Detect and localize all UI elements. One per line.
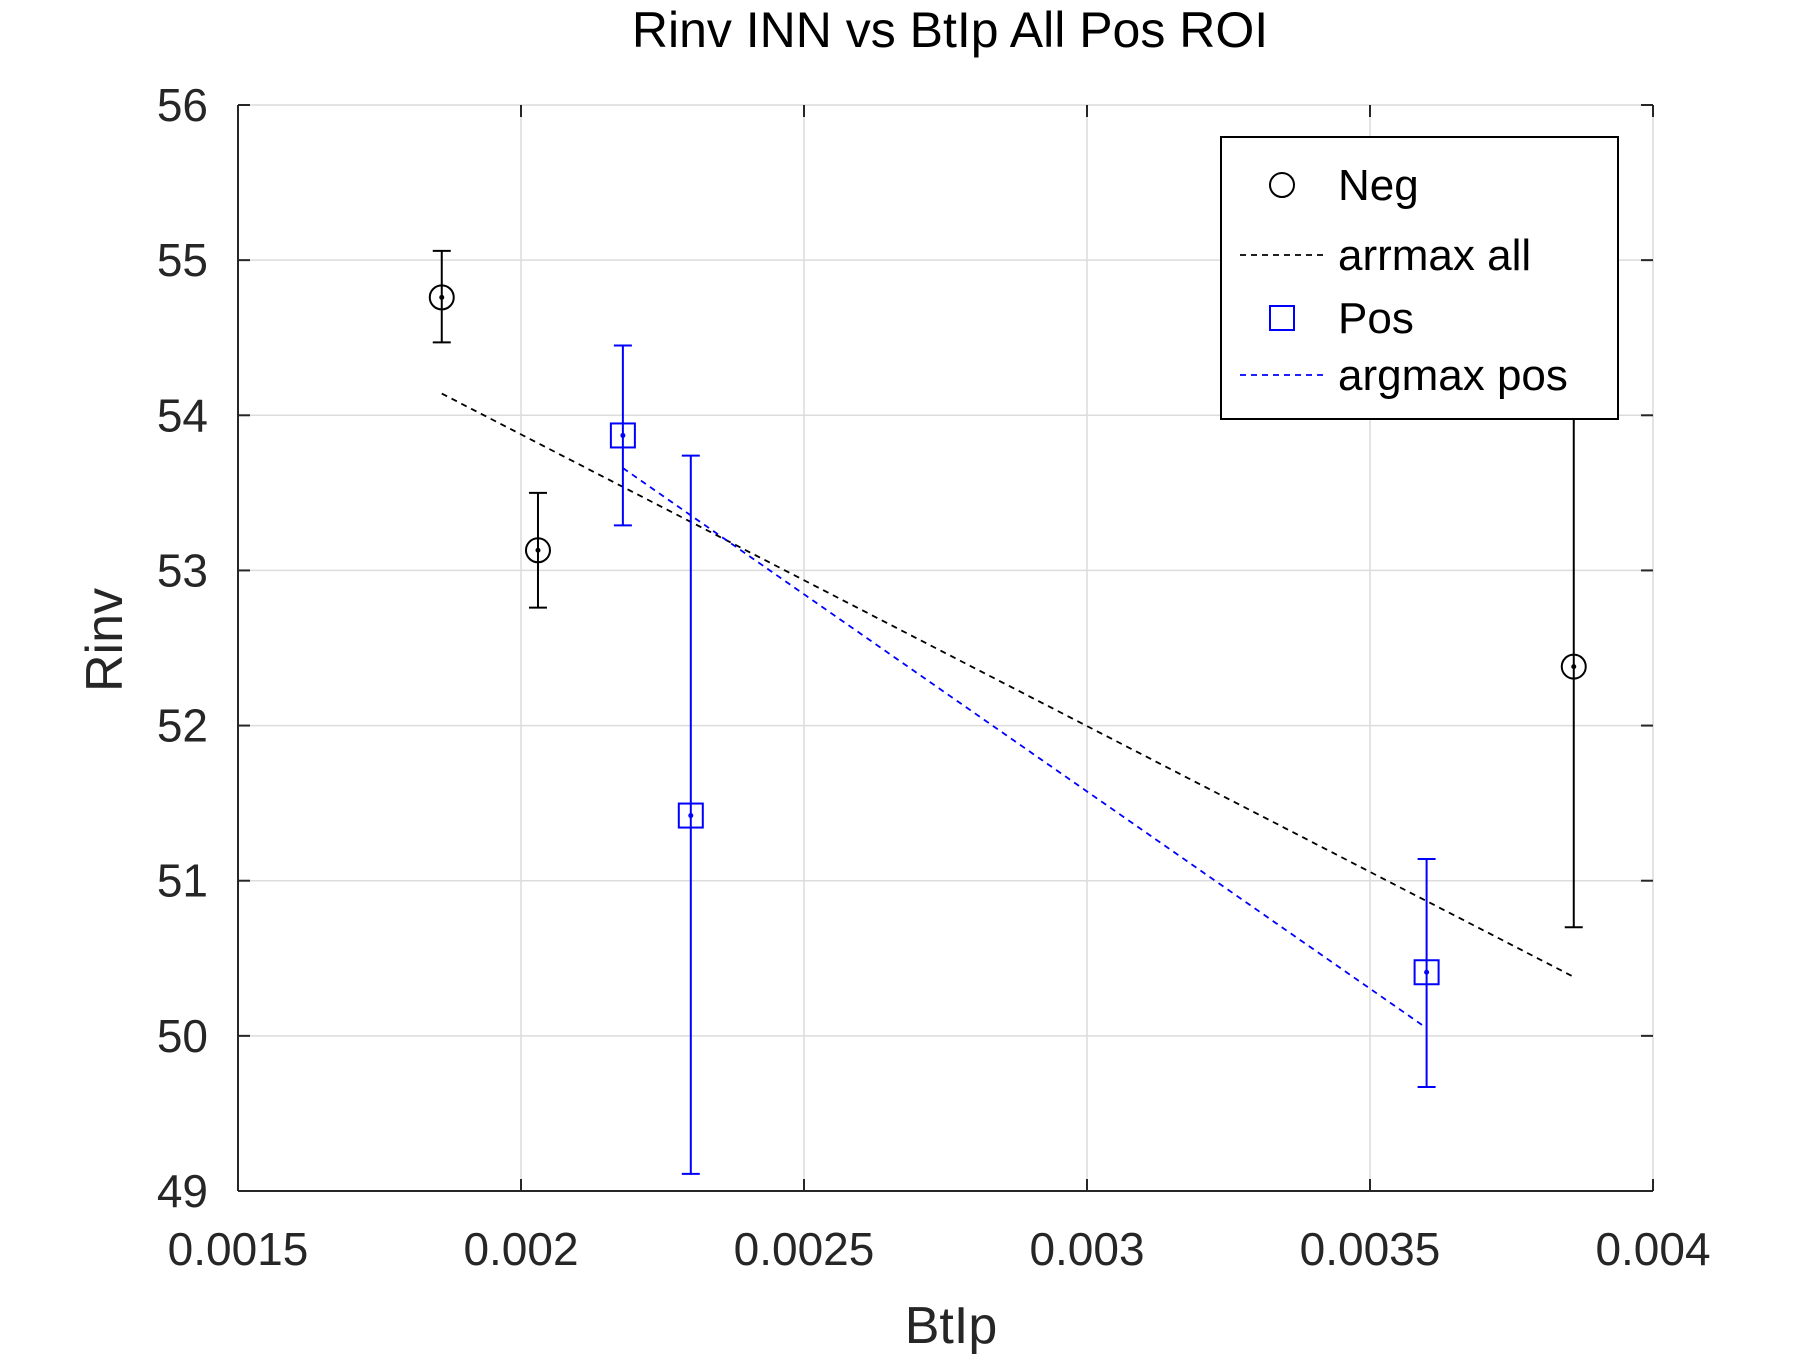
legend-item: arrmax all	[1240, 231, 1531, 280]
data-point-square	[609, 422, 636, 449]
plot-content	[428, 249, 1587, 1175]
legend-label: arrmax all	[1338, 231, 1531, 280]
chart-title: Rinv INN vs BtIp All Pos ROI	[632, 2, 1268, 58]
legend-label: argmax pos	[1338, 351, 1568, 400]
y-tick-label: 56	[157, 79, 208, 131]
legend-items: Neg arrmax all Pos argmax pos	[1240, 161, 1568, 400]
y-tick-label: 54	[157, 389, 208, 441]
y-tick-label: 55	[157, 234, 208, 286]
series-neg	[428, 249, 1587, 929]
trend-line	[441, 392, 1575, 978]
legend-label: Pos	[1338, 294, 1414, 343]
data-point-center	[439, 294, 445, 300]
x-ticks: 0.0015 0.002 0.0025 0.003 0.0035 0.004	[168, 105, 1711, 1275]
x-tick-label: 0.0035	[1300, 1223, 1441, 1275]
y-axis-label: Rinv	[76, 588, 134, 692]
data-point-center	[535, 547, 541, 553]
trend-line	[622, 467, 1428, 1029]
data-point-center	[688, 813, 694, 819]
data-point-circle	[524, 537, 551, 564]
y-tick-label: 52	[157, 700, 208, 752]
legend: Neg arrmax all Pos argmax pos	[1220, 136, 1619, 420]
legend-label: Neg	[1338, 161, 1419, 210]
data-point-center	[1571, 664, 1577, 670]
series-pos	[609, 344, 1440, 1175]
y-tick-label: 51	[157, 855, 208, 907]
x-tick-label: 0.004	[1595, 1223, 1710, 1275]
data-point-circle	[1560, 653, 1587, 680]
y-tick-label: 53	[157, 544, 208, 596]
y-tick-label: 50	[157, 1010, 208, 1062]
series-argmax-pos	[622, 467, 1428, 1029]
axes-frame	[237, 105, 1653, 1192]
x-tick-label: 0.003	[1029, 1223, 1144, 1275]
data-point-square	[677, 802, 704, 829]
series-arrmax-all	[441, 392, 1575, 978]
data-point-square	[1413, 959, 1440, 986]
x-tick-label: 0.0025	[734, 1223, 875, 1275]
data-point-center	[620, 432, 626, 438]
legend-box	[1220, 136, 1619, 420]
legend-square-marker	[1269, 305, 1295, 331]
legend-item: Pos	[1269, 294, 1414, 343]
legend-item: argmax pos	[1240, 351, 1568, 400]
y-tick-label: 49	[157, 1165, 208, 1217]
x-tick-label: 0.0015	[168, 1223, 309, 1275]
legend-item: Neg	[1269, 161, 1419, 210]
y-ticks: 49 50 51 52 53 54 55 56	[157, 79, 1653, 1217]
x-axis-label: BtIp	[905, 1297, 998, 1354]
x-tick-label: 0.002	[463, 1223, 578, 1275]
data-point-center	[1424, 969, 1430, 975]
legend-circle-marker	[1269, 172, 1295, 198]
data-point-circle	[428, 284, 455, 311]
